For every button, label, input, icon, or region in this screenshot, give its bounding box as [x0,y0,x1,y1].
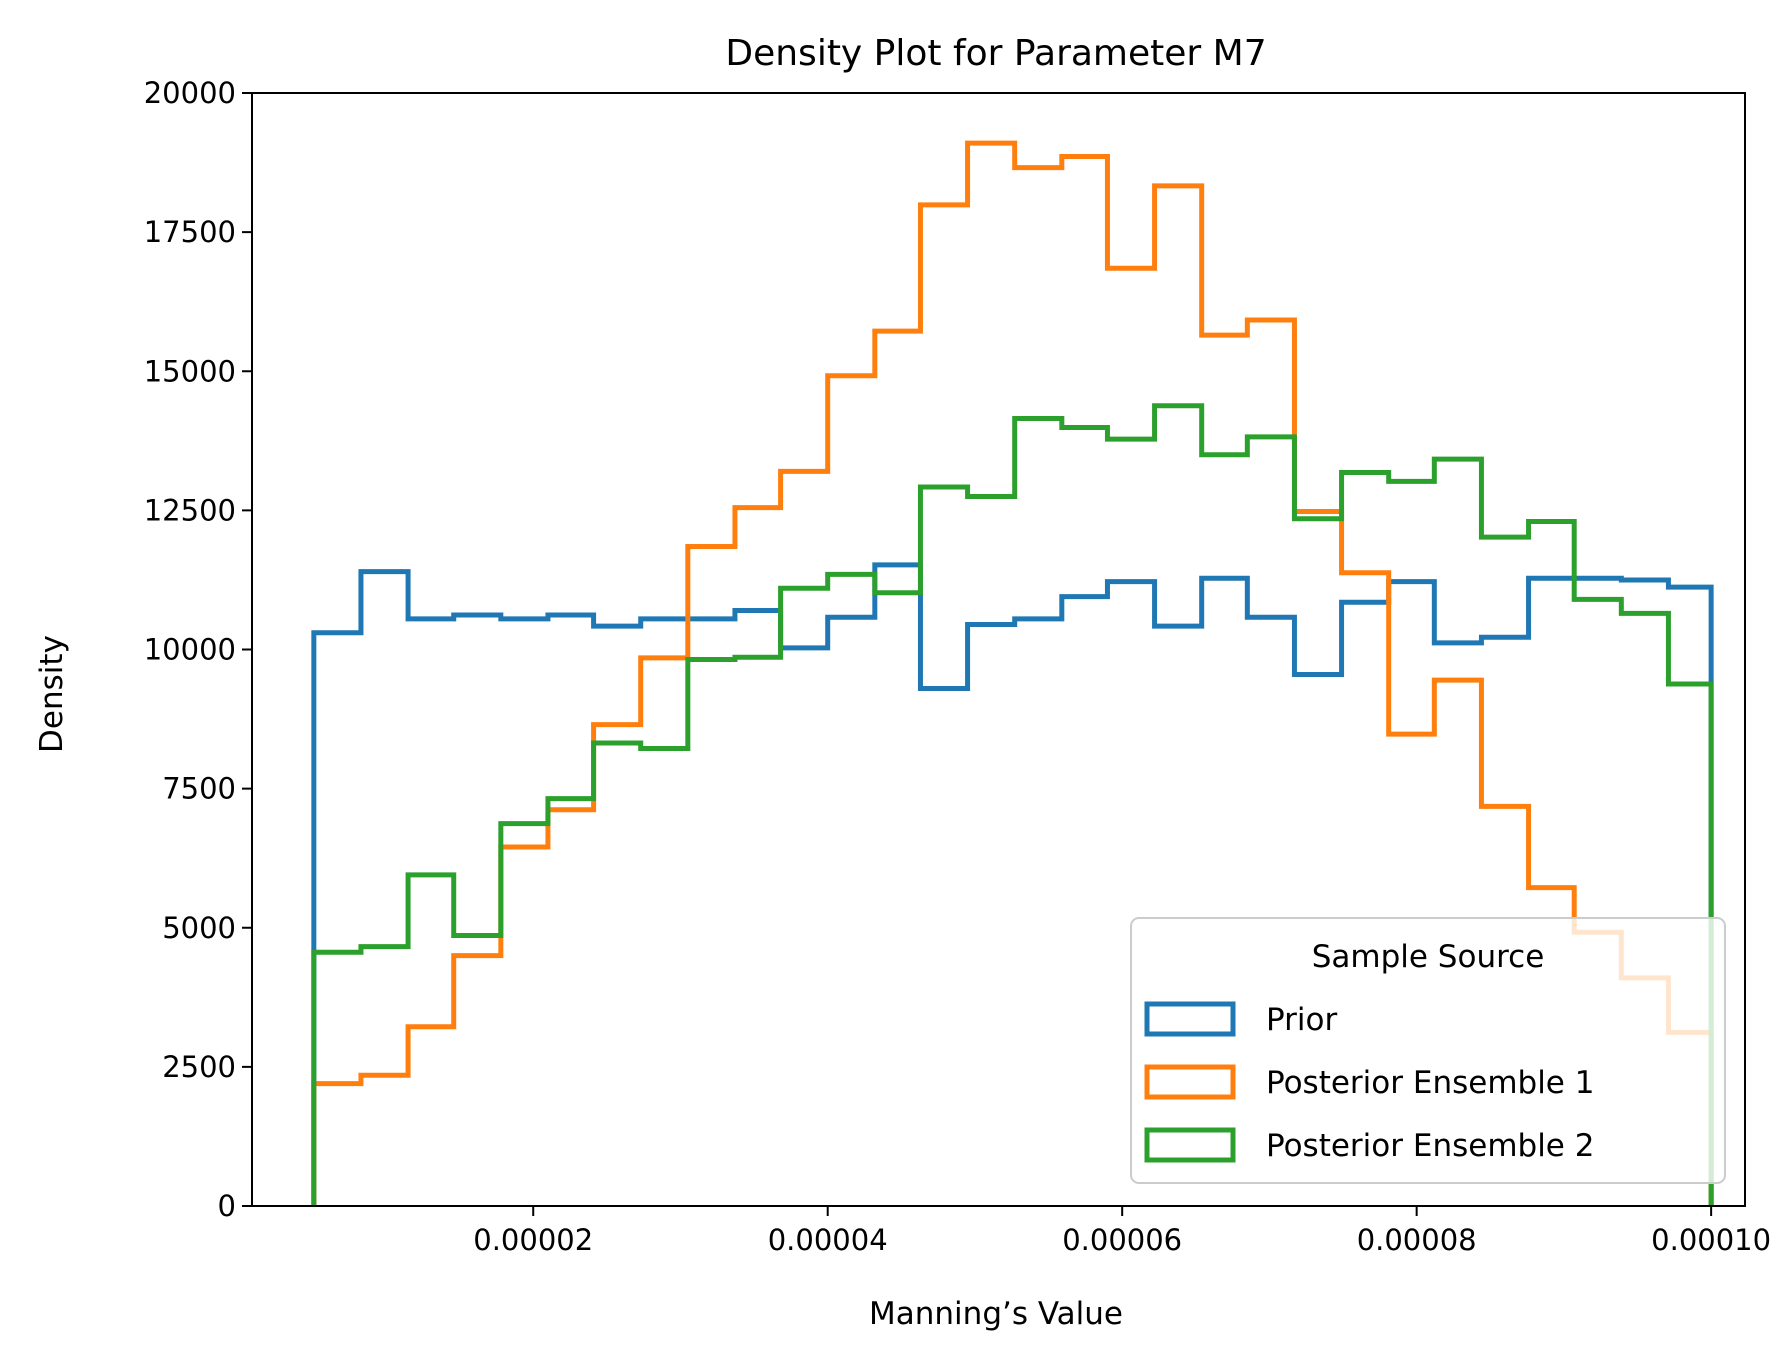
x-axis-label: Manning’s Value [869,1296,1123,1332]
y-tick-label: 7500 [162,772,236,806]
series-line-prior [311,562,1714,1206]
legend-title: Sample Source [1312,939,1545,975]
y-axis-label: Density [34,635,70,753]
legend-label: Posterior Ensemble 2 [1266,1128,1594,1164]
y-tick-label: 2500 [162,1050,236,1084]
x-axis: 0.00002 0.00004 0.00006 0.00008 0.00010 [473,1206,1771,1257]
series-layer [311,140,1714,1206]
x-tick-label: 0.00008 [1357,1223,1477,1257]
legend-label: Prior [1266,1002,1337,1038]
x-tick-label: 0.00004 [768,1223,888,1257]
y-tick-label: 20000 [144,76,236,110]
y-tick-label: 5000 [162,911,236,945]
legend: Sample Source Prior Posterior Ensemble 1 P… [1130,917,1726,1184]
x-tick-label: 0.00002 [473,1223,593,1257]
series-line-posterior-ensemble-1 [311,140,1714,1206]
y-tick-label: 10000 [144,633,236,667]
legend-swatch [1144,1064,1236,1100]
y-tick-label: 17500 [144,215,236,249]
series-line-posterior-ensemble-2 [311,403,1714,1206]
y-tick-label: 12500 [144,493,236,527]
x-tick-label: 0.00006 [1062,1223,1182,1257]
legend-box [1130,917,1726,1184]
y-tick-label: 0 [218,1189,236,1223]
legend-swatch [1144,1001,1236,1037]
legend-label: Posterior Ensemble 1 [1266,1065,1594,1101]
chart-title: Density Plot for Parameter M7 [725,33,1266,74]
x-tick-label: 0.00010 [1651,1223,1771,1257]
y-tick-label: 15000 [144,354,236,388]
legend-swatch [1144,1127,1236,1163]
y-axis: 0 2500 5000 7500 10000 12500 15000 17500 20000 [144,76,252,1223]
